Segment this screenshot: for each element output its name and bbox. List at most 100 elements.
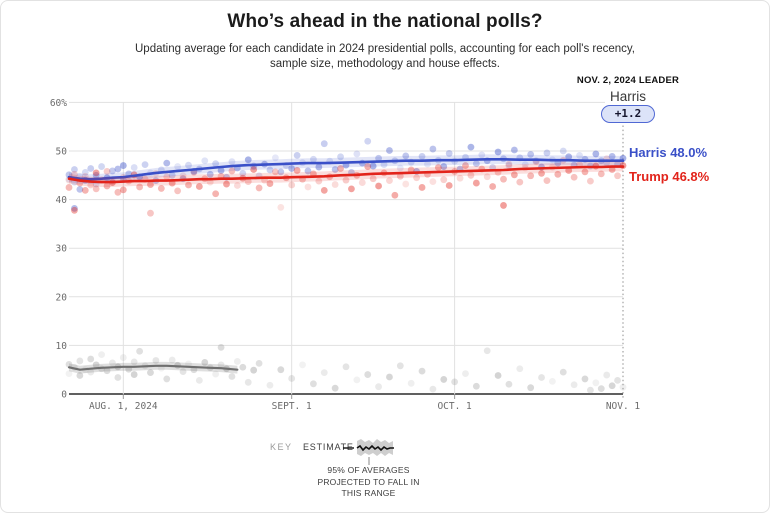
poll-dot [71,204,78,212]
x-tick-label: AUG. 1, 2024 [89,401,158,412]
subtitle-line-1: Updating average for each candidate in 2… [135,43,635,55]
trend-line-trump [67,165,625,184]
poll-dot [614,376,621,384]
poll-dot [201,359,209,366]
poll-dot [472,382,480,390]
poll-dot [315,163,323,171]
poll-dot [320,186,328,194]
poll-dot [293,167,301,174]
poll-dot [114,165,122,173]
poll-dot [587,386,594,394]
key-caption: 95% OF AVERAGES PROJECTED TO FALL IN THI… [306,465,431,500]
poll-dot [402,180,410,188]
poll-dot [505,162,513,169]
poll-dot [147,369,154,377]
poll-dot [304,167,312,175]
poll-dot [418,367,426,375]
x-tick-label: OCT. 1 [437,401,472,412]
key-caption-line-1: 95% OF AVERAGES [327,465,410,475]
poll-dot [494,372,502,379]
harris-annotation: Harris 48.0% [629,145,708,160]
poll-dot [592,379,600,387]
x-tick-label: SEPT. 1 [272,401,312,412]
poll-dot [505,380,513,388]
poll-dot [141,161,149,169]
poll-dot [174,187,182,195]
poll-dot [353,150,361,158]
poll-dot [597,385,605,393]
y-tick-label: 40 [56,195,68,206]
poll-dot [364,163,372,170]
poll-dot [483,347,491,355]
y-tick-label: 20 [56,292,68,303]
poll-dot [271,154,279,162]
poll-dot [538,169,545,177]
poll-dot [331,384,339,392]
poll-dot [364,137,372,145]
poll-dot [114,188,122,196]
poll-dot [185,360,192,368]
poll-dot [233,182,241,189]
poll-dot [87,165,95,172]
poll-dot [92,361,100,369]
poll-dot [217,167,225,174]
poll-dot [565,153,573,161]
poll-dot [65,370,73,377]
poll-dot [65,184,73,191]
trend-line-harris [67,158,625,181]
trump-annotation: Trump 46.8% [629,169,710,184]
poll-dot [92,185,100,193]
y-tick-label: 0 [61,390,67,401]
poll-dot [548,377,556,385]
poll-dot [76,357,84,365]
subtitle-line-2: sample size, methodology and house effec… [270,58,500,70]
poll-dot [71,206,78,214]
poll-dot [136,183,144,191]
poll-dot [315,177,323,185]
poll-dot [413,174,421,182]
poll-dot [391,191,399,199]
poll-dot [353,376,361,384]
poll-dot [147,181,154,188]
poll-dot [212,160,220,168]
poll-dot [462,162,469,169]
poll-dot [619,383,627,391]
uncertainty-band-third-party [69,361,238,374]
poll-dot [364,371,372,378]
poll-dot [386,147,393,154]
poll-dot [81,168,89,176]
poll-dot [581,168,589,176]
poll-dot [304,183,312,191]
poll-dot [456,174,464,182]
poll-dot [163,173,171,181]
poll-dot [288,375,296,382]
poll-dot [592,150,600,158]
poll-dot [320,140,328,148]
uncertainty-band-harris [69,154,623,184]
poll-dot [195,183,203,190]
poll-dot [521,161,529,169]
poll-dot [266,166,274,174]
poll-dot [445,150,453,157]
poll-dot [587,177,594,185]
page-title: Who’s ahead in the national polls? [227,11,543,32]
trend-line-third-party [67,364,239,371]
poll-dot [228,158,236,166]
poll-dot [244,178,252,186]
poll-dot [375,154,382,162]
poll-dot [396,362,404,370]
poll-dot [483,173,491,181]
poll-dot [527,384,535,392]
poll-dot [337,165,344,172]
poll-dot [358,179,366,186]
poll-dot [489,183,497,190]
key-caption-line-2: PROJECTED TO FALL IN [317,476,420,487]
poll-dot [527,172,535,180]
poll-dot [402,152,410,160]
x-tick-label: NOV. 1 [606,401,641,412]
poll-dot [418,152,426,160]
poll-dot [424,160,431,168]
poll-dot [266,381,274,389]
poll-dot [576,151,583,159]
